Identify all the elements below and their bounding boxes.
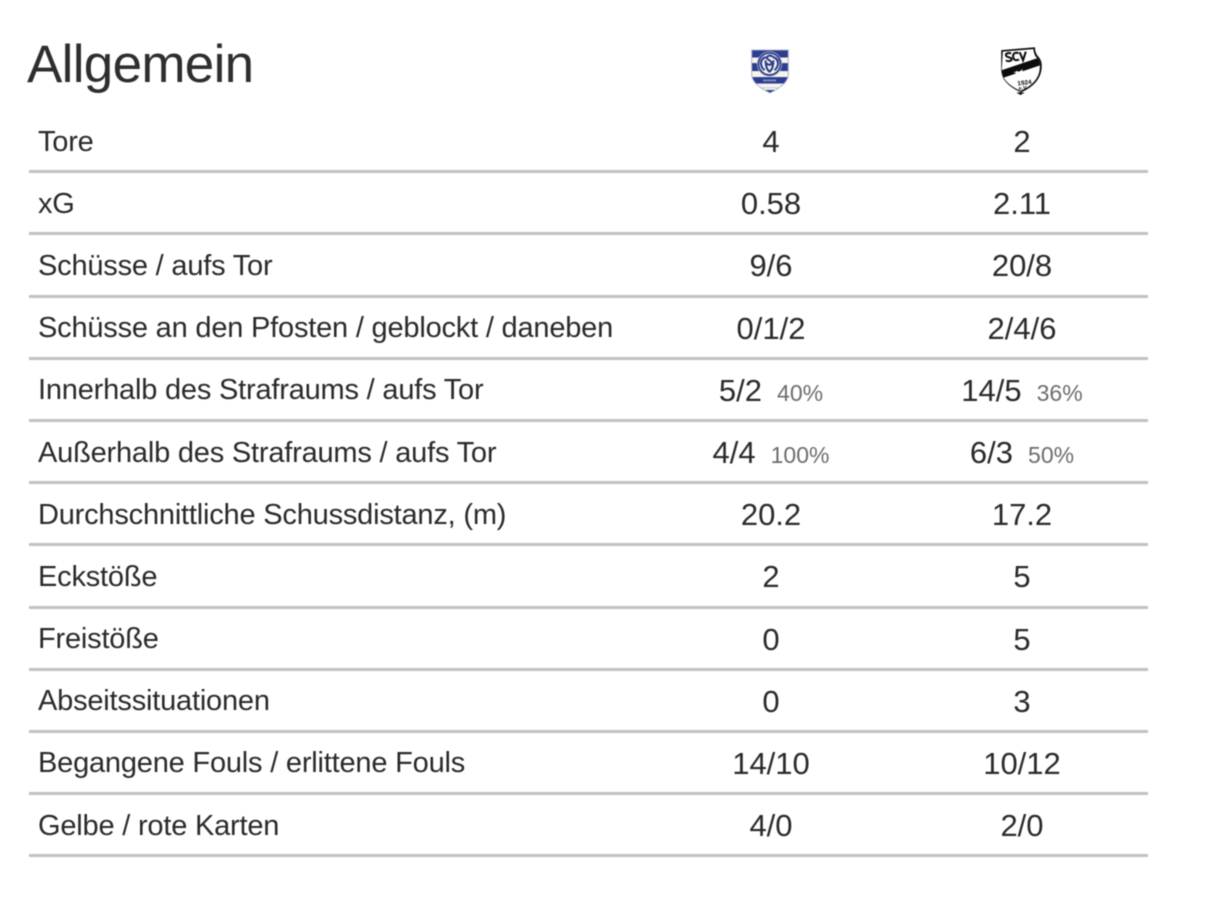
svg-text:e.V.: e.V.	[1018, 85, 1028, 92]
svg-text:1924: 1924	[1017, 79, 1033, 87]
